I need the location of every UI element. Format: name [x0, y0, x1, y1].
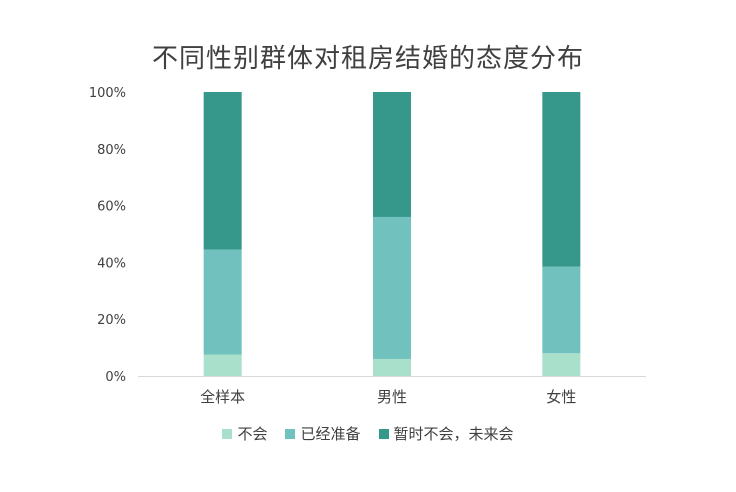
bar-segment: [203, 249, 242, 355]
y-tick-label: 0%: [105, 370, 126, 385]
x-category-label: 全样本: [200, 388, 245, 406]
x-category-label: 女性: [546, 388, 576, 406]
bar-segment: [542, 353, 581, 376]
legend-swatch: [378, 428, 389, 439]
legend-label: 暂时不会，未来会: [393, 425, 514, 443]
y-tick-label: 80%: [97, 143, 126, 158]
chart-title: 不同性别群体对租房结婚的态度分布: [151, 44, 584, 74]
bar-segment: [373, 92, 411, 217]
legend-swatch: [285, 428, 296, 439]
bar-segment: [203, 92, 242, 250]
bar-segment: [203, 354, 242, 376]
legend: 不会 已经准备 暂时不会，未来会: [0, 423, 736, 444]
legend-swatch: [222, 428, 233, 439]
y-tick-label: 100%: [89, 86, 126, 101]
legend-item: 已经准备: [285, 423, 361, 444]
legend-label: 不会: [237, 425, 268, 443]
y-tick-label: 40%: [97, 256, 126, 271]
y-tick-label: 60%: [97, 200, 126, 215]
y-tick-label: 20%: [97, 313, 126, 328]
legend-label: 已经准备: [300, 425, 361, 443]
bar-segment: [373, 216, 411, 359]
bar-segment: [373, 358, 411, 376]
bar-segment: [542, 92, 581, 267]
bar-segment: [542, 266, 581, 354]
legend-item: 不会: [222, 423, 267, 444]
x-category-label: 男性: [377, 388, 407, 406]
legend-item: 暂时不会，未来会: [378, 423, 514, 444]
